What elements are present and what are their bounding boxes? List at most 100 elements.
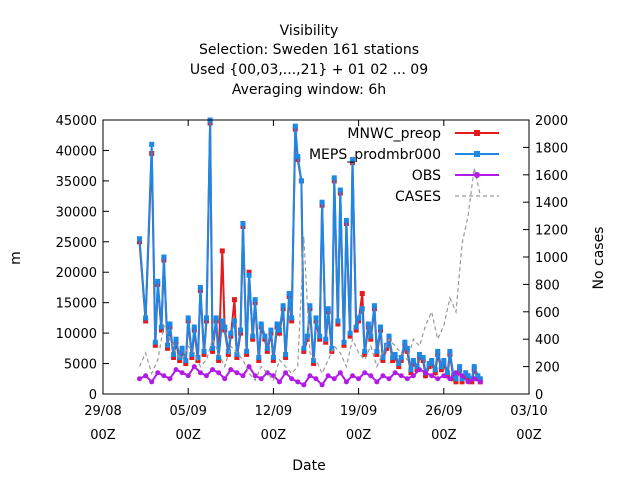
data-point [362, 351, 368, 357]
data-point [283, 370, 289, 376]
data-point [311, 358, 317, 364]
data-point [155, 370, 161, 376]
y2-tick-label: 1400 [535, 196, 568, 211]
data-point [414, 364, 420, 370]
data-point [438, 364, 444, 370]
data-point [356, 315, 362, 321]
data-point [325, 373, 331, 379]
y-tick-label: 45000 [56, 114, 97, 129]
data-point [289, 315, 295, 321]
data-point [143, 373, 149, 379]
data-point [173, 336, 179, 342]
data-point [189, 351, 195, 357]
data-point [317, 336, 323, 342]
data-point [292, 123, 298, 129]
x-tick-label-date: 19/09 [340, 404, 377, 419]
data-point [475, 373, 481, 379]
x-tick-label-date: 29/08 [84, 404, 121, 419]
data-point [423, 370, 429, 376]
y-tick-label: 30000 [56, 205, 97, 220]
data-point [398, 373, 404, 379]
y2-tick-label: 200 [535, 361, 560, 376]
data-point [283, 351, 289, 357]
data-point [250, 333, 256, 339]
data-point [185, 373, 191, 379]
data-point [276, 327, 282, 333]
y2-tick-label: 600 [535, 306, 560, 321]
x-tick-label-date: 26/09 [425, 404, 462, 419]
data-point [317, 333, 323, 339]
legend-marker [474, 151, 480, 157]
data-point [453, 379, 459, 385]
y-tick-label: 5000 [64, 358, 97, 373]
y-tick-label: 25000 [56, 236, 97, 251]
data-point [423, 373, 429, 379]
data-point [368, 336, 374, 342]
data-point [264, 348, 270, 354]
data-point [444, 370, 450, 376]
data-point [264, 345, 270, 351]
data-point [471, 376, 477, 382]
y2-tick-label: 0 [535, 388, 543, 403]
data-point [347, 333, 353, 339]
legend-marker [474, 130, 480, 136]
data-point [471, 364, 477, 370]
plot-area [137, 117, 483, 388]
data-point [304, 333, 310, 339]
data-point [420, 354, 426, 360]
legend-label: OBS [412, 168, 441, 184]
data-point [435, 376, 441, 382]
x-axis-label: Date [292, 458, 325, 474]
data-point [240, 221, 246, 227]
data-point [143, 318, 149, 324]
chart-title: Visibility Selection: Sweden 161 station… [190, 23, 428, 98]
data-point [238, 327, 244, 333]
data-point [362, 370, 368, 376]
data-point [256, 354, 262, 360]
data-point [203, 373, 209, 379]
data-point [374, 379, 380, 385]
data-point [165, 342, 171, 348]
data-point [323, 339, 329, 345]
data-point [438, 367, 444, 373]
data-point [216, 370, 222, 376]
data-point [380, 354, 386, 360]
data-point [276, 379, 282, 385]
data-point [459, 373, 465, 379]
y2-tick-label: 1600 [535, 169, 568, 184]
data-point [258, 321, 264, 327]
x-tick-label-date: 05/09 [169, 404, 206, 419]
data-point [410, 358, 416, 364]
data-point [231, 297, 237, 303]
data-point [347, 330, 353, 336]
data-point [444, 373, 450, 379]
data-point [465, 376, 471, 382]
data-point [313, 315, 319, 321]
data-point [465, 379, 471, 385]
data-point [152, 339, 158, 345]
data-point [191, 364, 197, 370]
data-point [426, 364, 432, 370]
data-point [362, 348, 368, 354]
y-tick-label: 40000 [56, 144, 97, 159]
data-point [447, 376, 453, 382]
data-point [465, 373, 471, 379]
data-point [368, 373, 374, 379]
series-CASES [138, 167, 481, 382]
data-point [185, 315, 191, 321]
y2-tick-label: 1800 [535, 141, 568, 156]
data-point [343, 217, 349, 223]
data-point [222, 376, 228, 382]
data-point [341, 342, 347, 348]
data-point [289, 318, 295, 324]
data-point [359, 291, 365, 297]
data-point [392, 351, 398, 357]
data-point [301, 382, 307, 388]
data-point [268, 327, 274, 333]
data-point [252, 373, 258, 379]
data-point [335, 321, 341, 327]
data-point [173, 367, 179, 373]
data-point [463, 370, 469, 376]
data-point [210, 348, 216, 354]
data-point [244, 351, 250, 357]
